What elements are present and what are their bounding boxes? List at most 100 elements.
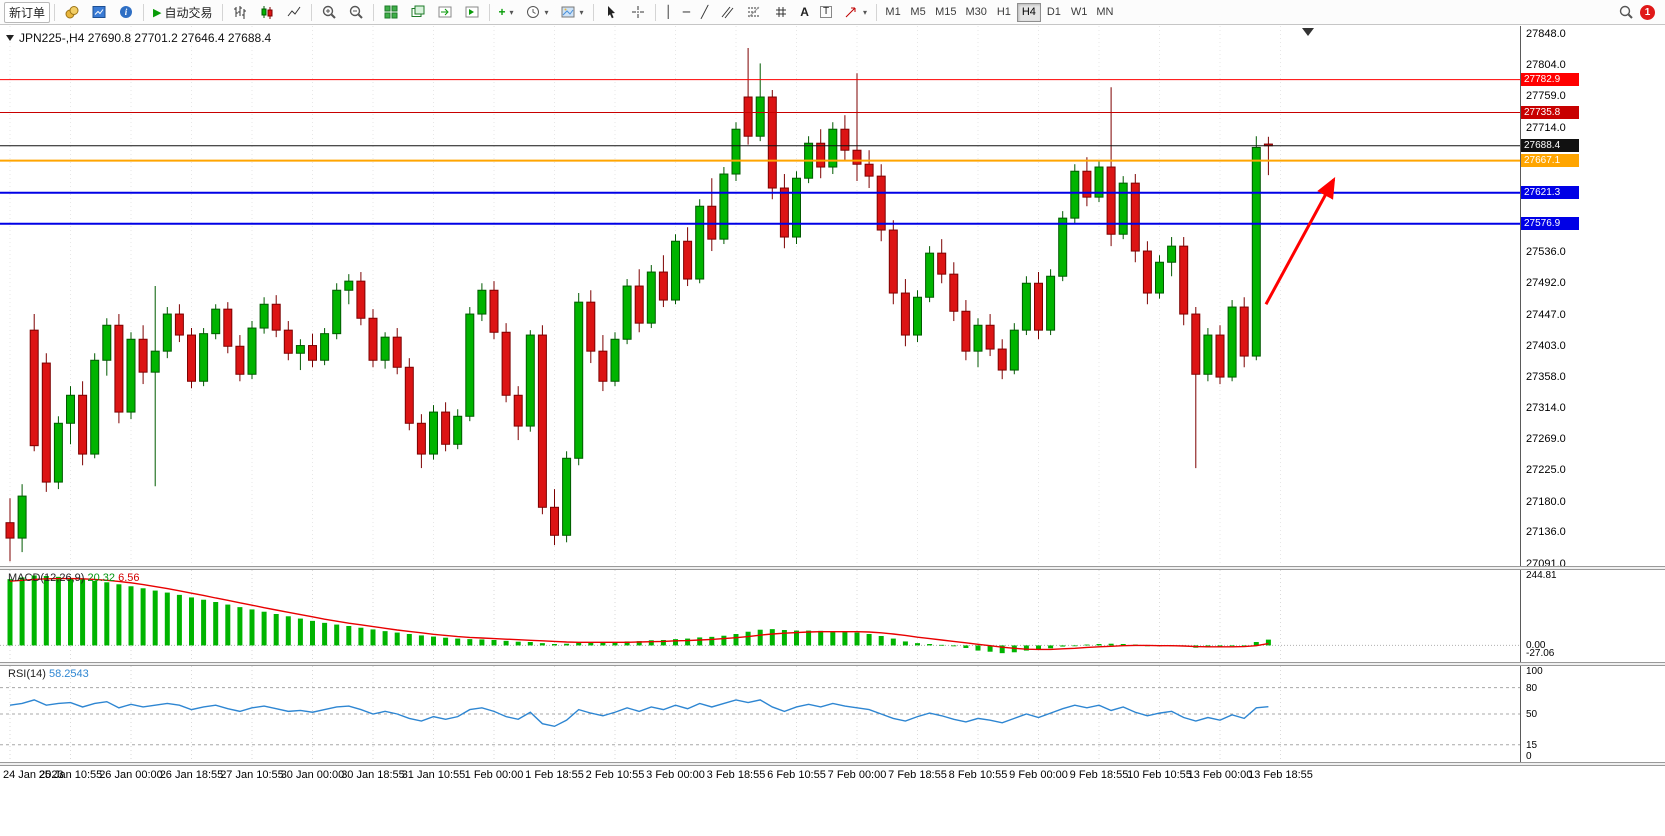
main-chart-canvas[interactable]: [0, 26, 1521, 566]
text-tool-button[interactable]: A: [795, 2, 814, 23]
candlestick-mode-button[interactable]: [254, 2, 280, 23]
horizontal-line-icon: ─: [682, 5, 691, 19]
line-chart-mode-button[interactable]: [281, 2, 307, 23]
trend-arrow-annotation[interactable]: [1264, 176, 1336, 305]
price-tick-label: 27269.0: [1526, 433, 1566, 446]
timeframe-m15-button[interactable]: M15: [931, 3, 960, 22]
time-axis-label: 2 Feb 10:55: [585, 769, 645, 781]
one-click-trading-toggle[interactable]: [6, 35, 14, 41]
toolbar-separator: [488, 3, 490, 21]
coins-button[interactable]: [59, 2, 85, 23]
macd-tick-label: -27.06: [1526, 648, 1555, 660]
panel-splitter[interactable]: [0, 662, 1665, 666]
time-axis-label: 30 Jan 18:55: [341, 769, 405, 781]
periods-button[interactable]: ▾: [520, 2, 554, 23]
timeframe-h1-button[interactable]: H1: [992, 3, 1016, 22]
timeframe-m5-button[interactable]: M5: [906, 3, 930, 22]
vertical-line-tool-button[interactable]: │: [660, 2, 677, 23]
fibonacci-tool-button[interactable]: [741, 2, 767, 23]
chevron-down-icon: ▾: [544, 7, 549, 17]
text-icon: A: [800, 5, 809, 19]
macd-signal-line: [9, 577, 1269, 651]
search-button[interactable]: [1613, 2, 1639, 23]
chart-title: JPN225-,H4 27690.8 27701.2 27646.4 27688…: [19, 31, 272, 45]
time-axis-label: 3 Feb 00:00: [646, 769, 705, 781]
rsi-canvas[interactable]: [0, 666, 1521, 762]
new-order-button[interactable]: 新订单: [4, 1, 51, 23]
channel-tool-button[interactable]: [714, 2, 740, 23]
autotrading-label: 自动交易: [164, 5, 213, 20]
chart-window-button[interactable]: [86, 2, 112, 23]
add-indicator-button[interactable]: + ▾: [494, 2, 519, 23]
toolbar-separator: [143, 3, 145, 21]
arrow-tool-icon: [845, 7, 856, 18]
zoom-out-button[interactable]: [343, 2, 369, 23]
text-label-icon: T: [819, 6, 833, 18]
arrows-tool-button[interactable]: ▾: [838, 2, 872, 23]
time-axis-label: 13 Feb 18:55: [1248, 769, 1313, 781]
time-axis: 24 Jan 2023 25 Jan 10:55 26 Jan 00:00 26 Ja…: [0, 766, 1665, 786]
price-line-label-box: 27782.9: [1521, 73, 1579, 87]
macd-tick-label: 244.81: [1526, 570, 1557, 582]
toolbar-separator: [310, 3, 312, 21]
zoom-in-button[interactable]: [316, 2, 342, 23]
horizontal-line-tool-button[interactable]: ─: [678, 2, 695, 23]
autotrading-button[interactable]: ▶ 自动交易: [148, 2, 217, 23]
time-axis-label: 9 Feb 00:00: [1009, 769, 1068, 781]
shapes-tool-button[interactable]: [768, 2, 794, 23]
toolbar-separator: [221, 3, 223, 21]
time-axis-label: 1 Feb 00:00: [464, 769, 524, 781]
price-tick-label: 27447.0: [1526, 308, 1566, 321]
coins-icon: [65, 6, 79, 19]
tile-windows-button[interactable]: [378, 2, 404, 23]
rsi-value: 58.2543: [48, 668, 89, 680]
templates-button[interactable]: ▾: [555, 2, 589, 23]
rsi-axis: 100 80 50 15 0: [1521, 666, 1665, 762]
rsi-tick-label: 80: [1526, 682, 1538, 694]
bar-chart-mode-button[interactable]: [227, 2, 253, 23]
info-icon: i: [120, 6, 133, 18]
timeframe-h4-button[interactable]: H4: [1016, 2, 1041, 22]
time-axis-label: 24 Jan 2023: [3, 769, 64, 781]
auto-scroll-button[interactable]: [432, 2, 458, 23]
panel-splitter[interactable]: [0, 566, 1665, 570]
cursor-tool-button[interactable]: [598, 2, 624, 23]
price-line-label-box: 27621.3: [1521, 186, 1579, 200]
timeframe-w1-button[interactable]: W1: [1067, 3, 1092, 22]
chevron-down-icon: ▾: [509, 7, 514, 17]
toolbar-separator: [54, 3, 56, 21]
zoom-out-icon: [349, 5, 363, 19]
price-tick-label: 27180.0: [1526, 495, 1566, 508]
rsi-tick-label: 0: [1526, 751, 1532, 762]
time-axis-label: 7 Feb 00:00: [827, 769, 887, 781]
timeframe-m30-button[interactable]: M30: [961, 3, 990, 22]
time-axis-label: 27 Jan 10:55: [220, 769, 284, 781]
toolbar-separator: [654, 3, 656, 21]
timeframe-d1-button[interactable]: D1: [1042, 3, 1066, 22]
tile-windows-icon: [384, 5, 397, 19]
time-axis-label: 8 Feb 10:55: [948, 769, 1008, 781]
price-tick-label: 27759.0: [1526, 90, 1566, 103]
time-axis-label: 9 Feb 18:55: [1069, 769, 1129, 781]
crosshair-tool-button[interactable]: [625, 2, 651, 23]
shapes-grid-icon: [776, 7, 787, 17]
text-label-tool-button[interactable]: T: [815, 2, 837, 23]
timeframe-m1-button[interactable]: M1: [881, 3, 905, 22]
rsi-name: RSI(14): [8, 668, 46, 680]
cascade-windows-button[interactable]: [405, 2, 431, 23]
macd-canvas[interactable]: [0, 570, 1521, 662]
trendline-tool-button[interactable]: ╱: [696, 2, 713, 23]
toolbar-separator: [372, 3, 374, 21]
timeframe-mn-button[interactable]: MN: [1092, 3, 1117, 22]
chart-shift-button[interactable]: [459, 2, 485, 23]
macd-tick-label: 0.00: [1526, 640, 1546, 652]
chart-shift-marker[interactable]: [1302, 28, 1314, 36]
notification-badge[interactable]: 1: [1640, 4, 1655, 20]
time-axis-label: 25 Jan 10:55: [38, 769, 103, 781]
info-button[interactable]: i: [113, 2, 139, 23]
panel-splitter[interactable]: [0, 762, 1665, 766]
chart-shift-icon: [465, 6, 478, 18]
time-axis-label: 1 Feb 18:55: [525, 769, 584, 781]
macd-main-value: 20.32: [87, 572, 116, 584]
grid-layer: [9, 26, 1281, 566]
